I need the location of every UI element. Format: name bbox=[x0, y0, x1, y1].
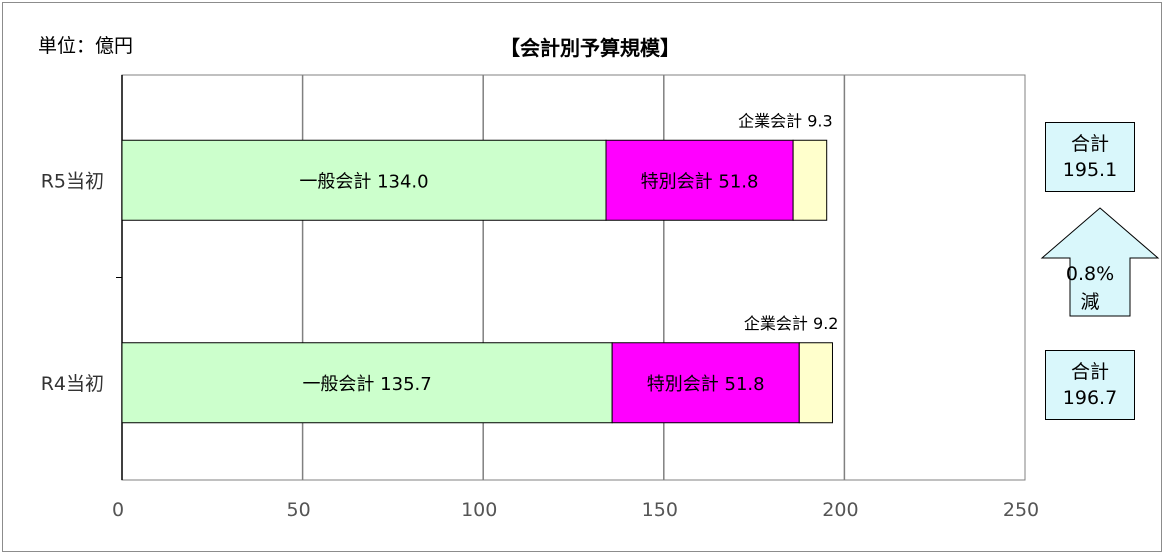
chart-title: 【会計別予算規模】 bbox=[500, 36, 680, 60]
bar-segment bbox=[121, 139, 607, 221]
total-r5-box: 合計 195.1 bbox=[1045, 122, 1135, 192]
x-tick-label: 250 bbox=[1003, 499, 1039, 521]
x-tick-label: 150 bbox=[642, 499, 678, 521]
total-r5-label: 合計 bbox=[1070, 133, 1109, 155]
x-tick-label: 200 bbox=[822, 499, 858, 521]
change-text: 0.8% 減 bbox=[1055, 262, 1125, 314]
up-arrow bbox=[1040, 207, 1160, 317]
data-label: 企業会計 9.2 bbox=[744, 314, 839, 333]
bars-layer bbox=[121, 139, 833, 424]
change-direction: 減 bbox=[1080, 291, 1100, 313]
total-r4-box: 合計 196.7 bbox=[1045, 350, 1135, 420]
x-tick-label: 50 bbox=[287, 499, 311, 521]
bar-segment bbox=[611, 342, 800, 424]
labels-layer: 0 50 100 150 200 250 R5当初 一般会計 134.0 特別会計 51.8 企業… bbox=[41, 111, 1039, 521]
total-r5-value: 195.1 bbox=[1062, 159, 1118, 181]
category-label: R4当初 bbox=[41, 373, 104, 395]
bar-segment bbox=[121, 342, 613, 424]
unit-label: 単位：億円 bbox=[38, 35, 133, 57]
bar-segment bbox=[792, 139, 828, 221]
bar-segment bbox=[798, 342, 833, 424]
total-r4-value: 196.7 bbox=[1062, 387, 1118, 409]
data-label: 企業会計 9.3 bbox=[738, 111, 833, 130]
data-label: 特別会計 51.8 bbox=[647, 374, 765, 395]
change-percent: 0.8% bbox=[1065, 263, 1115, 285]
data-label: 一般会計 135.7 bbox=[302, 374, 431, 395]
total-r4-label: 合計 bbox=[1070, 361, 1109, 383]
data-label: 一般会計 134.0 bbox=[299, 171, 428, 192]
category-label: R5当初 bbox=[41, 170, 104, 192]
x-tick-label: 0 bbox=[112, 499, 124, 521]
bar-segment bbox=[605, 139, 794, 221]
x-tick-label: 100 bbox=[461, 499, 497, 521]
data-label: 特別会計 51.8 bbox=[641, 171, 759, 192]
